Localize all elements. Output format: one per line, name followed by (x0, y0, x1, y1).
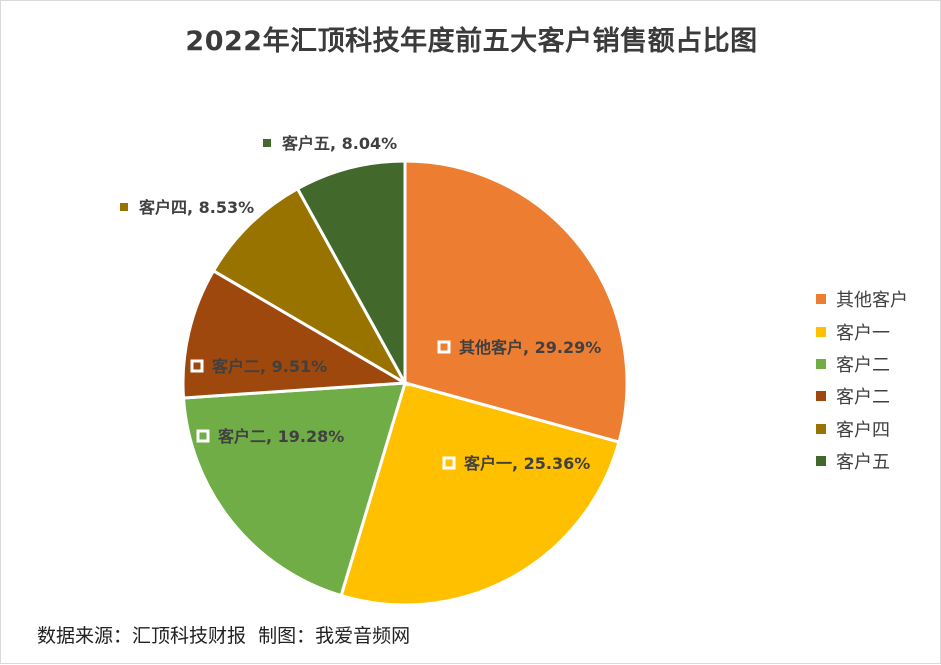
source-note: 数据来源：汇顶科技财报 制图：我爱音频网 (37, 625, 411, 647)
pie-slice (295, 159, 407, 384)
pie-slice (403, 159, 629, 444)
data-label-key (196, 429, 210, 443)
legend-item: 客户二 (816, 380, 908, 412)
legend-item: 客户五 (816, 445, 908, 477)
legend-label: 客户四 (836, 419, 890, 441)
legend-swatch (816, 326, 826, 337)
pie-slice (211, 186, 409, 388)
data-label-key (437, 340, 451, 354)
chart-title: 2022年汇顶科技年度前五大客户销售额占比图 (185, 26, 758, 57)
legend-label: 客户一 (836, 322, 890, 344)
chart-legend: 其他客户 客户一 客户二 客户二 客户四 客户五 (816, 283, 908, 477)
legend-item: 客户一 (816, 315, 908, 347)
data-label-key (120, 203, 128, 211)
data-label-key (263, 139, 271, 147)
data-label: 客户二, 9.51% (212, 357, 327, 376)
data-label: 客户一, 25.36% (464, 454, 590, 473)
legend-label: 其他客户 (836, 290, 908, 312)
data-label: 客户五, 8.04% (282, 134, 397, 153)
data-label-key (442, 456, 456, 470)
legend-swatch (816, 391, 826, 402)
legend-swatch (816, 456, 826, 467)
legend-label: 客户二 (836, 354, 890, 376)
legend-item: 客户二 (816, 348, 908, 380)
legend-item: 客户四 (816, 413, 908, 445)
legend-label: 客户五 (836, 452, 890, 474)
legend-label: 客户二 (836, 387, 890, 409)
data-label: 其他客户, 29.29% (459, 338, 601, 357)
legend-item: 其他客户 (816, 283, 908, 315)
legend-swatch (816, 423, 826, 434)
pie-slice (181, 381, 408, 598)
data-label: 客户四, 8.53% (139, 198, 254, 217)
legend-swatch (816, 358, 826, 369)
data-label-key (190, 359, 204, 373)
pie-slice (181, 268, 410, 400)
pie-slice (339, 381, 621, 607)
data-label: 客户二, 19.28% (218, 427, 344, 446)
legend-swatch (816, 294, 826, 305)
